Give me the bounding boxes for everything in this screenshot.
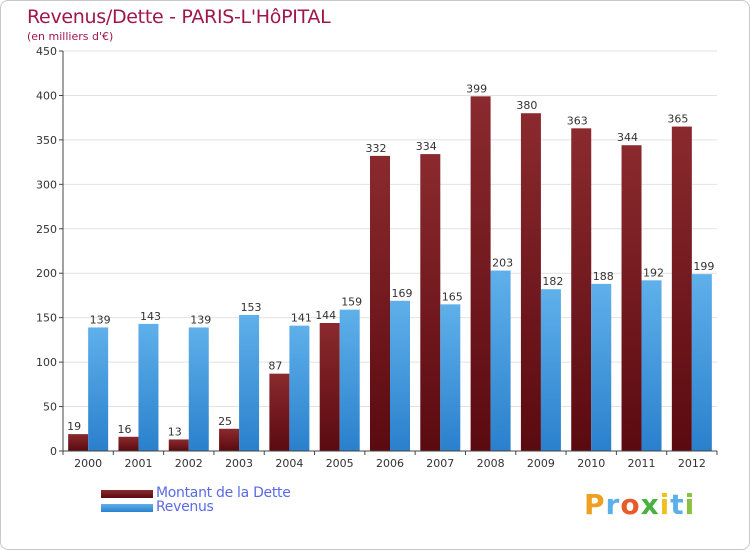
logo-letter: t [670,488,685,521]
x-tick-label: 2009 [527,457,555,470]
data-label-dette: 399 [466,82,487,95]
y-tick-label: 250 [36,223,57,236]
x-tick-label: 2003 [225,457,253,470]
data-label-dette: 332 [366,142,387,155]
chart-subtitle: (en milliers d'€) [27,30,114,43]
x-tick-label: 2005 [326,457,354,470]
bar-revenus [490,270,511,451]
data-label-dette: 365 [667,113,688,126]
bar-revenus [540,289,561,451]
proxiti-logo: Proxiti [584,488,695,521]
data-label-dette: 19 [67,420,81,433]
x-tick-label: 2002 [175,457,203,470]
bar-revenus [138,323,159,451]
x-tick-label: 2011 [628,457,656,470]
data-label-dette: 380 [516,99,537,112]
bar-revenus [289,325,310,451]
bar-dette [520,113,541,451]
data-label-revenus: 141 [291,312,312,325]
y-tick-label: 100 [36,356,57,369]
y-tick-label: 0 [50,445,57,458]
bars [68,96,712,452]
data-label-dette: 144 [315,309,336,322]
data-label-dette: 344 [617,131,638,144]
data-label-dette: 25 [218,415,232,428]
data-label-revenus: 182 [542,275,563,288]
logo-letter: r [605,488,621,521]
legend-label-revenus: Revenus [156,499,214,515]
bar-dette [470,96,491,451]
data-label-revenus: 143 [140,310,161,323]
y-tick-label: 200 [36,267,57,280]
bar-dette [621,145,642,451]
data-label-dette: 16 [117,423,131,436]
x-tick-label: 2001 [124,457,152,470]
bar-dette [219,428,240,451]
x-tick-label: 2004 [275,457,303,470]
x-tick-label: 2007 [426,457,454,470]
y-tick-label: 150 [36,312,57,325]
x-tick-label: 2006 [376,457,404,470]
x-tick-label: 2010 [577,457,605,470]
bar-dette [420,154,441,451]
data-label-dette: 334 [416,140,437,153]
legend-label-dette: Montant de la Dette [156,485,291,501]
y-tick-label: 300 [36,178,57,191]
bar-revenus [440,304,461,451]
data-label-revenus: 159 [341,296,362,309]
logo-letter: i [684,488,696,521]
bar-dette [118,436,139,451]
data-label-revenus: 192 [643,266,664,279]
data-label-dette: 13 [168,425,182,438]
data-label-revenus: 188 [593,270,614,283]
bar-dette [168,439,189,451]
bar-dette [571,128,592,451]
data-labels: 19 139 16 143 13 139 25 153 87 141 144 159 332 169 334… [67,82,714,438]
y-tick-label: 400 [36,89,57,102]
bar-dette [370,155,390,451]
y-tick-label: 350 [36,134,57,147]
data-label-dette: 363 [567,114,588,127]
bar-revenus [88,327,109,451]
data-label-revenus: 139 [90,313,111,326]
bar-revenus [591,283,612,451]
data-label-revenus: 139 [190,313,211,326]
bar-revenus [641,280,662,451]
chart-title: Revenus/Dette - PARIS-L'HôPITAL [27,6,331,28]
logo-letter: i [659,488,671,521]
bar-revenus [239,315,260,451]
bar-dette [269,373,290,451]
bar-dette [671,126,692,452]
axes: 0 50 100 150 200 250 300 350 400 450 2000 2001 2002 2… [36,45,718,470]
logo-letter: P [584,488,606,521]
x-tick-label: 2000 [74,457,102,470]
bar-dette [319,323,340,451]
data-label-dette: 87 [268,360,282,373]
logo-letter: o [620,488,641,521]
bar-dette [68,434,89,451]
data-label-revenus: 203 [492,257,513,270]
data-label-revenus: 165 [442,290,463,303]
bar-revenus [188,327,209,451]
x-tick-label: 2008 [477,457,505,470]
data-label-revenus: 153 [241,301,262,314]
legend-swatch-revenus [101,504,153,512]
x-tick-label: 2012 [678,457,706,470]
legend-swatch-dette [101,490,153,498]
logo-letter: x [640,488,660,521]
bar-revenus [691,274,712,451]
data-label-revenus: 199 [693,260,714,273]
bar-revenus [390,300,410,451]
bar-revenus [339,309,360,451]
y-tick-label: 50 [43,401,57,414]
y-tick-label: 450 [36,45,57,58]
data-label-revenus: 169 [392,287,413,300]
